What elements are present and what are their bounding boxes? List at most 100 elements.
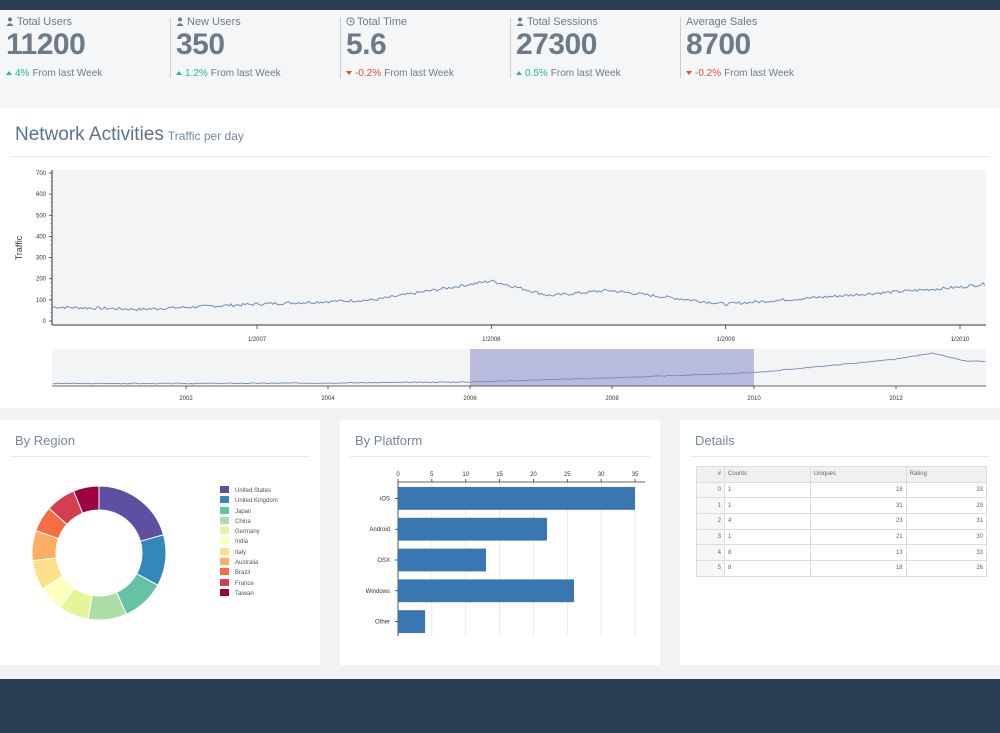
arrow-up-icon: [516, 71, 522, 75]
stat-divider: [510, 18, 511, 78]
y-tick-label: 700: [36, 171, 47, 177]
stat-label: Total Time: [346, 16, 407, 28]
column-header: Rating: [905, 466, 988, 483]
stats-row: Total Users 11200 4% From last Week New User…: [0, 10, 1000, 106]
stat-card: Total Users 11200 4% From last Week: [0, 14, 170, 82]
table-cell: 8: [724, 560, 811, 577]
x-tick-label: 1/2008: [482, 337, 501, 343]
table-cell: 3: [696, 528, 725, 546]
legend-swatch: [220, 558, 229, 566]
table-row: 5 8 18 26: [696, 560, 988, 577]
plot-area: [52, 170, 986, 325]
bar-category-label: Other: [375, 620, 390, 626]
stat-label: Total Sessions: [516, 16, 598, 28]
stat-label-text: New Users: [187, 16, 241, 28]
clock-icon: [346, 17, 355, 26]
legend-label: Italy: [235, 549, 247, 556]
stat-divider: [170, 18, 171, 78]
divider: [350, 456, 650, 457]
stat-value: 5.6: [346, 28, 387, 61]
bar-category-label: Windows: [366, 589, 390, 595]
legend-item: Germany: [220, 527, 278, 537]
legend-item: China: [220, 516, 278, 527]
legend-swatch: [220, 578, 229, 586]
user-icon: [516, 17, 524, 26]
overview-x-tick-label: 2012: [889, 396, 903, 402]
stat-change-suffix: From last Week: [32, 68, 103, 79]
legend-item: India: [220, 537, 278, 547]
table-cell: 23: [809, 513, 907, 530]
bar-x-tick-label: 20: [530, 472, 537, 478]
bar-x-tick-label: 35: [632, 472, 639, 478]
y-tick-label: 400: [36, 234, 47, 240]
region-title: By Region: [15, 433, 75, 448]
table-cell: 29: [905, 497, 988, 515]
stat-change-percent: 1.2%: [185, 68, 208, 79]
bar-x-tick-label: 15: [496, 472, 503, 478]
overview-line: [52, 352, 986, 385]
legend-item: Australia: [220, 558, 278, 568]
stat-change: 4% From last Week: [6, 68, 102, 79]
bar-x-tick-label: 25: [564, 472, 571, 478]
legend-label: Brazil: [235, 570, 251, 577]
details-title: Details: [695, 433, 735, 448]
stat-change: -0.2% From last Week: [686, 68, 794, 79]
legend-item: Taiwan: [220, 588, 278, 599]
stat-change: 0.5% From last Week: [516, 68, 621, 79]
traffic-line: [52, 279, 986, 312]
legend-label: Germany: [235, 529, 260, 536]
table-header-row: # Counts Uniques Rating: [696, 466, 988, 483]
overview-x-tick-label: 2008: [605, 396, 619, 402]
stat-divider: [340, 18, 341, 78]
legend-label: United States: [235, 488, 272, 494]
network-chart: 0 100 200 300 400 500 600 700 Traffic 1/2007 1/200…: [14, 170, 986, 402]
stat-label-text: Total Users: [17, 16, 73, 28]
footer-bar: [0, 679, 1000, 733]
stat-label-text: Average Sales: [686, 16, 758, 28]
bar-category-label: Android: [369, 527, 390, 533]
bar: [398, 487, 635, 510]
arrow-up-icon: [6, 71, 12, 75]
arrow-up-icon: [176, 71, 182, 75]
pie-slice: [98, 485, 165, 542]
overview-x-tick-label: 2010: [747, 396, 761, 402]
pie-slice: [72, 485, 100, 514]
table-row: 1 1 31 29: [696, 497, 988, 515]
bar-x-tick-label: 30: [598, 472, 605, 478]
stat-change-percent: -0.2%: [355, 68, 382, 79]
arrow-down-icon: [346, 71, 352, 75]
legend-swatch: [220, 496, 229, 504]
table-cell: 1: [724, 497, 811, 515]
legend-label: India: [235, 539, 249, 546]
legend-swatch: [220, 506, 229, 514]
table-cell: 4: [724, 513, 811, 530]
legend-swatch: [220, 486, 229, 493]
network-subtitle: Traffic per day: [167, 129, 244, 143]
legend-swatch: [220, 568, 229, 576]
divider: [690, 456, 990, 457]
stat-value: 350: [176, 28, 225, 61]
stat-value: 8700: [686, 28, 751, 61]
table-cell: 2: [696, 513, 725, 530]
legend-item: Italy: [220, 547, 278, 558]
y-tick-label: 300: [36, 256, 47, 262]
table-cell: 1: [724, 528, 811, 546]
stat-card: Average Sales 8700 -0.2% From last Week: [680, 14, 850, 82]
user-icon: [176, 17, 184, 26]
table-cell: 30: [905, 528, 988, 546]
table-cell: 18: [809, 560, 907, 577]
arrow-down-icon: [686, 71, 692, 75]
table-cell: 31: [809, 497, 907, 515]
stat-value: 27300: [516, 28, 597, 61]
divider: [10, 456, 310, 457]
y-tick-label: 0: [43, 319, 47, 325]
overview-x-tick-label: 2006: [463, 396, 477, 402]
y-tick-label: 500: [36, 213, 47, 219]
legend-swatch: [220, 547, 229, 555]
y-tick-label: 100: [36, 298, 47, 304]
overview-x-tick-label: 2004: [321, 396, 335, 402]
stat-change-percent: 4%: [15, 68, 30, 79]
table-cell: 31: [905, 513, 988, 530]
table-cell: 0: [696, 481, 725, 499]
bottom-charts: 0 5 10 15 20 25 30 35 iOS Android OSX Windows Other: [31, 472, 645, 636]
